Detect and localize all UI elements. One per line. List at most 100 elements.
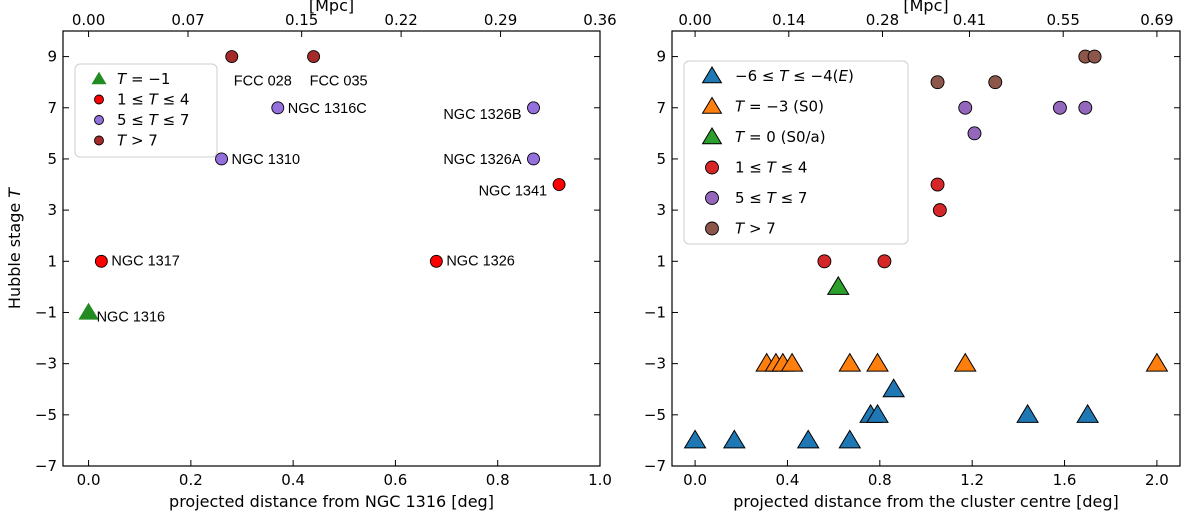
chart-panel-1: −7 −5 −3 −1 1 3 5 7 9 0.0 0.2 0.4 0.6 0.8 1.0 0.00 0.07 0… xyxy=(5,0,617,511)
data-point xyxy=(838,429,862,449)
y-tick-label: 1 xyxy=(656,252,666,270)
chart-panel-2: −7 −5 −3 −1 1 3 5 7 9 0.0 0.4 0.8 1.2 1.6 2.0 0.00 0.14 0… xyxy=(644,0,1181,511)
y-tick-label: 9 xyxy=(656,48,666,66)
top-axis-label: [Mpc] xyxy=(903,0,948,15)
data-point xyxy=(866,352,889,372)
y-tick-label: 9 xyxy=(47,48,57,66)
legend-marker xyxy=(705,221,719,236)
data-point xyxy=(930,177,945,192)
data-point xyxy=(826,275,850,295)
x-tick-label: 0.4 xyxy=(776,471,800,489)
series-3 xyxy=(826,275,850,295)
legend-entry: T > 7 xyxy=(117,132,158,150)
data-point xyxy=(930,75,945,90)
data-point xyxy=(722,429,746,449)
point-annotation: NGC 1316C xyxy=(288,101,367,117)
y-tick-label: 7 xyxy=(656,99,666,117)
x-tick-label: 0.8 xyxy=(486,471,510,489)
legend-entry: T = −3 (S0) xyxy=(735,98,824,116)
y-tick-label: −5 xyxy=(35,406,57,424)
data-point xyxy=(215,152,228,166)
data-point xyxy=(1076,403,1100,423)
y-tick-label: −3 xyxy=(35,355,57,373)
y-tick-label: 5 xyxy=(47,150,57,168)
top-tick-label: 0.55 xyxy=(1047,11,1080,29)
y-tick-label: 3 xyxy=(656,201,666,219)
legend-marker xyxy=(94,94,104,105)
y-tick-label: 3 xyxy=(47,201,57,219)
top-tick-label: 0.14 xyxy=(772,11,805,29)
data-point xyxy=(866,403,889,423)
point-annotation: FCC 035 xyxy=(310,74,368,90)
x-tick-label: 0.0 xyxy=(77,471,101,489)
x-tick-label: 1.6 xyxy=(1053,471,1077,489)
data-point xyxy=(527,101,540,115)
y-tick-label: −3 xyxy=(644,355,666,373)
data-point xyxy=(429,254,443,268)
series-6 xyxy=(930,49,1102,90)
legend-frame xyxy=(74,63,218,158)
y-tick-label: −1 xyxy=(644,303,666,321)
series-5 xyxy=(958,100,1093,141)
data-point xyxy=(796,429,820,449)
data-point xyxy=(683,429,707,449)
data-point xyxy=(932,203,947,218)
legend-entry: 1 ≤ T ≤ 4 xyxy=(735,159,807,177)
legend-entry: T = 0 (S0/a) xyxy=(735,128,826,146)
top-tick-label: 0.22 xyxy=(384,11,417,29)
data-point xyxy=(958,100,973,115)
point-annotation: FCC 028 xyxy=(234,74,292,90)
x-tick-label: 0.0 xyxy=(683,471,707,489)
top-tick-label: 0.69 xyxy=(1140,11,1173,29)
y-tick-label: −7 xyxy=(35,457,57,475)
legend-marker xyxy=(91,71,107,85)
legend: −6 ≤ T ≤ −4(E) T = −3 (S0) T = 0 (S0/a) 1 ≤… xyxy=(683,60,909,245)
point-annotation: NGC 1310 xyxy=(232,152,301,168)
data-point xyxy=(967,126,982,141)
plot-frame xyxy=(671,30,1181,467)
x-tick-label: 1.0 xyxy=(588,471,612,489)
legend-entry: 1 ≤ T ≤ 4 xyxy=(117,91,189,109)
top-axis-label: [Mpc] xyxy=(309,0,354,15)
y-tick-label: −7 xyxy=(644,457,666,475)
data-point xyxy=(94,254,108,268)
data-point xyxy=(1052,100,1067,115)
series-2 xyxy=(755,352,1169,372)
legend-marker xyxy=(705,191,719,205)
top-tick-label: 0.28 xyxy=(866,11,899,29)
top-tick-label: 0.15 xyxy=(285,11,318,29)
data-point xyxy=(271,101,285,115)
data-point xyxy=(817,254,832,269)
top-tick-label: 0.07 xyxy=(171,11,204,29)
top-tick-label: 0.29 xyxy=(484,11,517,29)
x-axis-label: projected distance from the cluster cent… xyxy=(733,492,1119,511)
legend-marker xyxy=(94,135,104,146)
series-4: FCC 028 FCC 035 xyxy=(225,50,368,90)
x-tick-label: 0.6 xyxy=(383,471,407,489)
legend-marker xyxy=(94,115,104,125)
data-point xyxy=(882,378,906,398)
legend-entry: T = −1 xyxy=(117,70,170,88)
y-tick-label: 7 xyxy=(47,99,57,117)
data-point xyxy=(953,352,977,372)
data-point xyxy=(78,302,99,320)
data-point xyxy=(225,50,239,64)
x-tick-label: 2.0 xyxy=(1145,471,1169,489)
point-annotation: NGC 1316 xyxy=(97,309,166,325)
y-tick-label: −5 xyxy=(644,406,666,424)
top-tick-label: 0.41 xyxy=(953,11,986,29)
x-axis-label: projected distance from NGC 1316 [deg] xyxy=(169,492,494,511)
x-tick-label: 0.2 xyxy=(179,471,203,489)
legend: T = −1 1 ≤ T ≤ 4 5 ≤ T ≤ 7 T > 7 xyxy=(74,63,218,158)
legend-entry: −6 ≤ T ≤ −4(E) xyxy=(735,67,854,85)
data-point xyxy=(780,352,804,372)
data-point xyxy=(1145,352,1169,372)
data-point xyxy=(1078,100,1093,115)
y-axis-label: Hubble stage T xyxy=(5,187,24,309)
y-tick-label: −1 xyxy=(35,303,57,321)
data-point xyxy=(307,50,321,64)
series-4 xyxy=(817,177,947,269)
legend-marker xyxy=(701,96,723,114)
x-tick-label: 0.8 xyxy=(868,471,892,489)
